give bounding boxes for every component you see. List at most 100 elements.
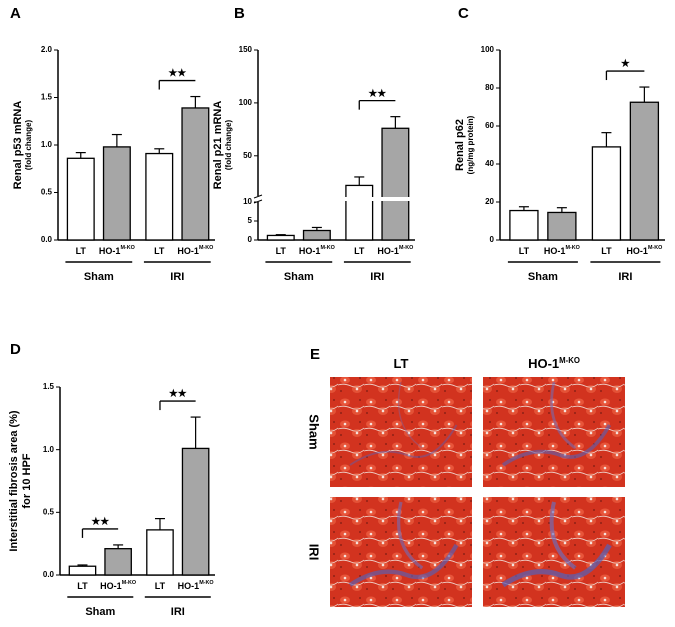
category-text: HO-1 (544, 246, 566, 256)
category-text: LT (354, 246, 365, 256)
category-text: LT (77, 581, 88, 591)
category-sup: M-KO (122, 580, 136, 586)
category-text: HO-1 (528, 356, 559, 371)
significance-label: ★★ (169, 389, 187, 400)
category-label: HO-1M-KO (626, 245, 662, 256)
group-label: Sham (284, 271, 314, 283)
significance-label: ★★ (168, 68, 186, 79)
y-axis-sublabel: (ng/mg protein) (466, 115, 475, 174)
category-label: LT (519, 246, 530, 256)
category-label: HO-1M-KO (99, 245, 135, 256)
bar (381, 127, 410, 241)
category-label: HO-1M-KO (299, 245, 335, 256)
category-sup: M-KO (199, 245, 213, 251)
y-tick-label: 0.5 (41, 188, 53, 197)
group-label: Sham (528, 271, 558, 283)
bar-break (344, 197, 374, 201)
y-tick-label: 0 (490, 235, 495, 244)
bar (102, 146, 131, 241)
category-label: LT (354, 246, 365, 256)
category-label: HO-1M-KO (377, 245, 413, 256)
significance-label: ★★ (368, 88, 386, 99)
y-tick-label: 100 (481, 45, 495, 54)
fibrosis-stain (349, 424, 458, 466)
category-text: HO-1 (626, 246, 648, 256)
group-label: IRI (370, 271, 384, 283)
panel-letter: C (458, 5, 469, 22)
y-tick-label: 0 (248, 235, 253, 244)
panel-letter: A (10, 5, 21, 22)
bar (68, 565, 97, 576)
axis-break (253, 194, 263, 199)
group-label: Sham (85, 606, 115, 618)
y-axis-label: Renal p62 (454, 119, 466, 171)
y-axis-sublabel: (fold change) (24, 120, 33, 171)
bar (509, 209, 539, 241)
row-label: Sham (307, 414, 322, 449)
y-tick-label: 150 (239, 45, 253, 54)
bar (104, 548, 132, 576)
category-label: LT (154, 246, 165, 256)
y-tick-label: 1.5 (41, 93, 53, 102)
y-tick-label: 80 (485, 83, 494, 92)
category-text: LT (155, 581, 166, 591)
y-axis-sublabel: for 10 HPF (21, 453, 33, 508)
category-sup: M-KO (320, 245, 334, 251)
bar (66, 157, 95, 241)
category-sup: M-KO (399, 245, 413, 251)
category-text: LT (154, 246, 165, 256)
category-sup: M-KO (120, 245, 134, 251)
fibrosis-stain (397, 381, 423, 449)
category-label: LT (394, 356, 409, 371)
bar (629, 101, 660, 241)
panel-letter: B (234, 5, 245, 22)
fibrosis-stain (501, 424, 612, 467)
category-text: LT (601, 246, 612, 256)
bar-break (381, 197, 410, 201)
y-tick-label: 1.5 (43, 382, 55, 391)
category-sup: M-KO (559, 356, 580, 365)
category-text: HO-1 (177, 246, 199, 256)
y-tick-label: 0.0 (43, 570, 55, 579)
category-label: LT (276, 246, 287, 256)
category-label: LT (155, 581, 166, 591)
bar (591, 146, 622, 241)
category-text: HO-1 (299, 246, 321, 256)
y-tick-label: 60 (485, 121, 494, 130)
category-label: HO-1M-KO (100, 580, 136, 591)
histology-image (483, 377, 625, 487)
category-text: LT (519, 246, 530, 256)
category-label: HO-1M-KO (177, 245, 213, 256)
row-label: IRI (307, 544, 322, 561)
y-tick-label: 10 (243, 197, 252, 206)
category-label: HO-1M-KO (544, 245, 580, 256)
y-tick-label: 20 (485, 197, 494, 206)
y-tick-label: 0.0 (41, 235, 53, 244)
y-axis-label: Renal p53 mRNA (12, 101, 24, 190)
category-label: LT (76, 246, 87, 256)
histology-image (483, 497, 625, 607)
bar (181, 447, 210, 576)
histology-image (330, 497, 472, 607)
y-tick-label: 1.0 (41, 140, 53, 149)
category-text: HO-1 (100, 581, 122, 591)
category-label: LT (601, 246, 612, 256)
category-sup: M-KO (565, 245, 579, 251)
bar (181, 107, 210, 241)
category-label: LT (77, 581, 88, 591)
fibrosis-stain (550, 381, 577, 450)
y-axis-label: Interstitial fibrosis area (%) (8, 410, 20, 552)
category-text: LT (76, 246, 87, 256)
y-axis-label: Renal p21 mRNA (212, 101, 224, 190)
category-text: LT (394, 356, 409, 371)
category-sup: M-KO (199, 580, 213, 586)
panel-letter: E (310, 346, 320, 363)
y-tick-label: 5 (248, 216, 253, 225)
fibrosis-stain (501, 543, 612, 588)
y-axis-sublabel: (fold change) (224, 120, 233, 171)
category-label: HO-1M-KO (178, 580, 214, 591)
y-tick-label: 100 (239, 98, 253, 107)
group-label: Sham (84, 271, 114, 283)
bar (345, 184, 374, 241)
